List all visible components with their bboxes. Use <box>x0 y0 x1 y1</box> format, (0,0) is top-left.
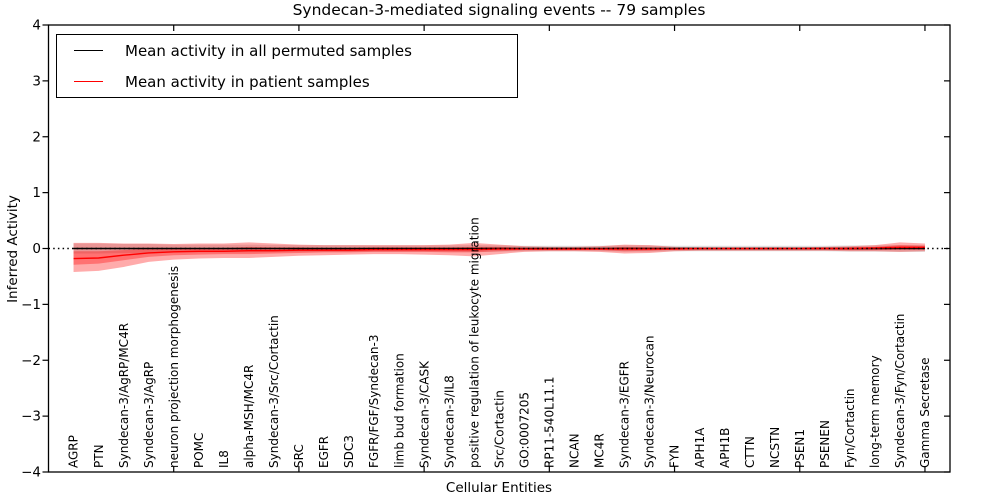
x-tick-label: MC4R <box>593 433 607 468</box>
x-tick-label: FYN <box>668 445 682 468</box>
axes-border <box>47 24 951 473</box>
x-tick-label: GO:0007205 <box>517 392 531 468</box>
x-tick-label: positive regulation of leukocyte migrati… <box>467 217 481 468</box>
permuted-line-swatch <box>74 50 103 51</box>
y-tick-label: 2 <box>32 129 41 145</box>
y-tick-label: 4 <box>32 18 41 34</box>
x-tick-label: alpha-MSH/MC4R <box>242 365 256 468</box>
x-tick-label: Syndecan-3/AgRP <box>142 362 156 468</box>
x-tick-label: Fyn/Cortactin <box>843 388 857 468</box>
x-tick-label: Syndecan-3/Fyn/Cortactin <box>893 314 907 468</box>
x-tick-label: Gamma Secretase <box>918 357 932 468</box>
x-tick-label: EGFR <box>317 436 331 468</box>
y-tick-label: 0 <box>32 241 41 257</box>
legend-item-patient: Mean activity in patient samples <box>57 67 517 97</box>
x-tick-label: NCSTN <box>768 427 782 468</box>
x-tick-label: PSEN1 <box>793 429 807 468</box>
x-tick-label: PTN <box>92 444 106 468</box>
x-tick-label: SDC3 <box>342 435 356 468</box>
legend: Mean activity in all permuted samples Me… <box>56 34 518 98</box>
x-tick-label: NCAN <box>568 433 582 468</box>
x-tick-label: APH1B <box>718 428 732 468</box>
x-tick-label: Syndecan-3/AgRP/MC4R <box>117 323 131 468</box>
x-tick-label: Syndecan-3/IL8 <box>442 375 456 468</box>
legend-label-patient: Mean activity in patient samples <box>125 72 370 91</box>
x-tick-label: Syndecan-3/CASK <box>417 360 431 468</box>
x-tick-label: APH1A <box>693 427 707 468</box>
x-tick-label: limb bud formation <box>392 353 406 468</box>
x-tick-label: Syndecan-3/Neurocan <box>643 336 657 468</box>
x-tick-label: Syndecan-3/EGFR <box>618 361 632 468</box>
patient-line-swatch <box>74 81 103 82</box>
x-tick-label: Syndecan-3/Src/Cortactin <box>267 315 281 468</box>
chart-title: Syndecan-3-mediated signaling events -- … <box>292 1 706 19</box>
legend-label-permuted: Mean activity in all permuted samples <box>125 41 412 60</box>
x-tick-label: SRC <box>292 444 306 468</box>
y-tick-label: 3 <box>32 73 41 89</box>
x-tick-label: FGFR/FGF/Syndecan-3 <box>367 335 381 468</box>
x-tick-label: CTTN <box>743 436 757 468</box>
x-tick-label: AGRP <box>67 435 81 468</box>
x-tick-label: POMC <box>192 433 206 468</box>
x-tick-label: neuron projection morphogenesis <box>167 266 181 468</box>
x-tick-label: PSENEN <box>818 420 832 468</box>
y-tick-label: −2 <box>21 353 41 369</box>
legend-item-permuted: Mean activity in all permuted samples <box>57 36 517 66</box>
x-tick-label: RP11-540L11.1 <box>543 377 557 468</box>
y-tick-label: −4 <box>21 465 41 481</box>
y-tick-label: 1 <box>32 185 41 201</box>
x-axis-title: Cellular Entities <box>445 480 553 496</box>
x-tick-label: Src/Cortactin <box>492 390 506 468</box>
x-tick-label: long-term memory <box>868 355 882 468</box>
x-tick-label: IL8 <box>217 450 231 468</box>
y-tick-label: −1 <box>21 297 41 313</box>
y-tick-label: −3 <box>21 409 41 425</box>
